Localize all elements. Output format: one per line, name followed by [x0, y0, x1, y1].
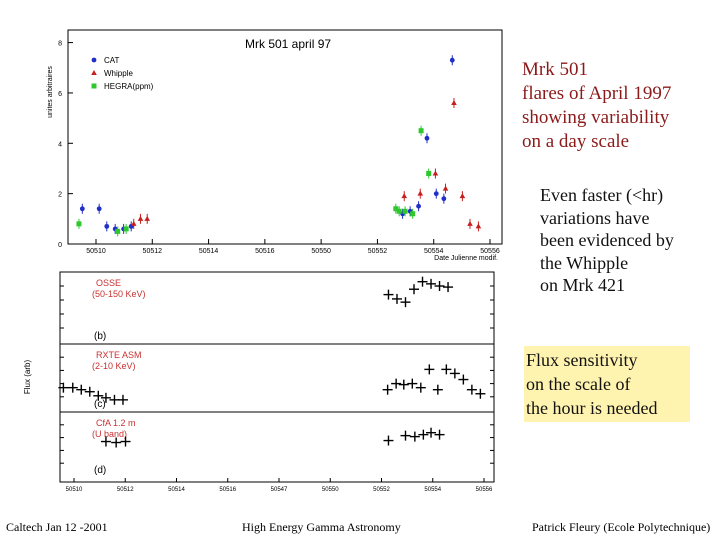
legend-marker — [91, 70, 97, 75]
y-tick-label: 8 — [58, 41, 62, 48]
data-point — [96, 206, 102, 212]
x-tick-label: 50510 — [86, 248, 106, 255]
x-tick-label: 50512 — [117, 487, 134, 493]
data-point — [79, 206, 85, 212]
data-point — [459, 193, 466, 199]
data-point — [417, 190, 424, 196]
y-tick-label: 4 — [58, 141, 62, 148]
x-axis-label: Date Julienne modif. — [434, 255, 498, 262]
highlight-line: on the scale of — [526, 374, 631, 394]
highlight-line: the hour is needed — [526, 398, 658, 418]
highlight-line: Flux sensitivity — [526, 350, 638, 370]
data-point — [144, 215, 151, 221]
panel-label: CfA 1.2 m — [96, 418, 136, 428]
data-point — [410, 211, 416, 217]
heading-black-line: Even faster (<hr) — [540, 185, 664, 205]
y-tick-label: 0 — [58, 242, 62, 249]
x-tick-label: 50556 — [480, 248, 500, 255]
x-tick-label: 50516 — [255, 248, 275, 255]
y-tick-label: 6 — [58, 91, 62, 98]
panel-tag: (d) — [94, 465, 106, 476]
data-point — [123, 226, 129, 232]
panel-tag: (b) — [94, 331, 106, 342]
data-point — [396, 208, 402, 214]
bottom-chart: OSSE(50-150 KeV) (b) RXTE ASM(2-10 KeV) (c)… — [23, 271, 495, 493]
panel-label: RXTE ASM — [96, 350, 142, 360]
footer-left: Caltech Jan 12 -2001 — [6, 520, 108, 534]
data-point — [451, 100, 457, 106]
data-point — [442, 185, 449, 191]
data-point — [76, 221, 82, 227]
x-tick-label: 50512 — [143, 248, 163, 255]
heading-red: Mrk 501 flares of April 1997 showing var… — [522, 58, 712, 154]
panel-label: OSSE — [96, 278, 121, 288]
panel-tag: (c) — [94, 399, 106, 410]
x-tick-label: 50556 — [476, 487, 493, 493]
data-point — [433, 191, 439, 197]
heading-black-line: variations have — [540, 207, 650, 228]
x-tick-label: 50550 — [322, 487, 339, 493]
x-tick-label: 50510 — [66, 487, 83, 493]
data-point — [393, 206, 399, 212]
data-point — [424, 135, 430, 141]
panel-sublabel: (U band) — [92, 429, 127, 439]
x-tick-label: 50554 — [424, 487, 441, 493]
heading-red-line: showing variability — [522, 107, 670, 128]
heading-black: Even faster (<hr) variations have been e… — [540, 184, 718, 297]
legend-marker — [91, 83, 97, 89]
x-tick-label: 50514 — [168, 487, 185, 493]
heading-black-line: been evidenced by — [540, 230, 674, 250]
y-axis-label: unites arbitraires — [47, 66, 54, 118]
data-point — [467, 220, 473, 226]
heading-red-line: on a day scale — [522, 131, 630, 152]
heading-red-line: flares of April 1997 — [522, 83, 672, 104]
plot-frame — [59, 271, 495, 483]
heading-black-line: the Whipple — [540, 252, 629, 273]
heading-black-line: on Mrk 421 — [540, 275, 625, 295]
data-point — [115, 228, 121, 234]
legend-label: CAT — [104, 56, 120, 65]
data-point — [137, 215, 144, 221]
data-point — [402, 208, 408, 214]
x-tick-label: 50547 — [271, 487, 288, 493]
legend-label: HEGRA(ppm) — [104, 82, 154, 91]
x-tick-label: 50554 — [424, 248, 444, 255]
footer-right: Patrick Fleury (Ecole Polytechnique) — [532, 520, 711, 534]
data-point — [475, 223, 482, 229]
legend-label: Whipple — [104, 69, 133, 78]
data-point — [449, 57, 455, 63]
heading-red-line: Mrk 501 — [522, 59, 588, 80]
data-point — [416, 203, 421, 209]
plot-frame — [67, 29, 503, 245]
data-point — [418, 128, 424, 134]
panel-sublabel: (50-150 KeV) — [92, 289, 146, 299]
data-point — [401, 193, 408, 199]
x-tick-label: 50550 — [311, 248, 331, 255]
data-point — [130, 220, 137, 226]
footer-center: High Energy Gamma Astronomy — [242, 520, 401, 534]
x-tick-label: 50516 — [219, 487, 236, 493]
data-point — [441, 196, 447, 202]
legend-marker — [91, 57, 97, 63]
x-tick-label: 50514 — [199, 248, 219, 255]
chart-title: Mrk 501 april 97 — [245, 37, 331, 51]
data-point — [432, 170, 439, 176]
panel-sublabel: (2-10 KeV) — [92, 361, 136, 371]
highlight-box: Flux sensitivity on the scale of the hou… — [524, 346, 690, 422]
data-point — [426, 171, 432, 177]
top-chart: Mrk 501 april 97 0 2 4 6 8 unites arbitraires 5… — [47, 29, 503, 262]
x-tick-label: 50552 — [373, 487, 390, 493]
y-axis-label: Flux (arb) — [23, 360, 32, 395]
y-tick-label: 2 — [58, 192, 62, 199]
x-tick-label: 50552 — [368, 248, 388, 255]
data-point — [104, 223, 110, 229]
